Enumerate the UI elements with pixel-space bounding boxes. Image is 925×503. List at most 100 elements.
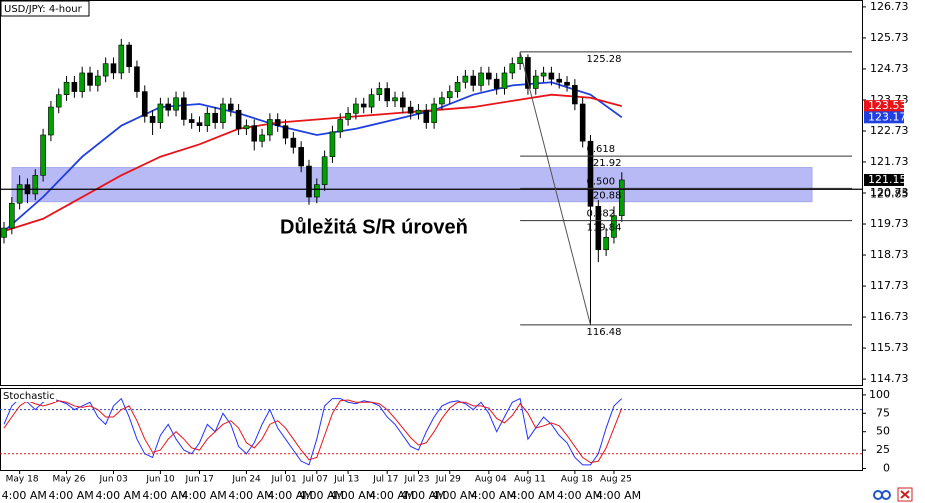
link-icon[interactable] xyxy=(881,490,891,500)
x-time-label: 4:00 AM xyxy=(330,489,375,502)
fib-value-label: 120.88 xyxy=(587,190,622,201)
candle-body xyxy=(274,119,281,126)
chart-title: USD/JPY: 4-hour xyxy=(4,4,83,15)
candle-body xyxy=(540,72,547,77)
y-tick-label: 117.73 xyxy=(870,279,909,292)
candle-body xyxy=(79,72,85,92)
candle-body xyxy=(454,81,461,92)
x-tick-label: May 26 xyxy=(53,475,86,485)
candle-body xyxy=(173,97,179,111)
candle-body xyxy=(532,75,539,89)
x-time-label: 4:00 AM xyxy=(142,489,187,502)
candle-body xyxy=(611,215,617,238)
stoch-tick-label: 50 xyxy=(876,425,890,438)
candle-body xyxy=(16,184,23,204)
candle-body xyxy=(329,131,336,158)
x-tick-label: Aug 25 xyxy=(600,475,632,485)
stoch-tick-label: 0 xyxy=(883,462,890,475)
link-icon[interactable] xyxy=(873,490,883,500)
candle-body xyxy=(384,88,390,102)
x-time-label: 4:00 AM xyxy=(400,489,445,502)
candle-body xyxy=(40,134,46,176)
candle-body xyxy=(134,66,140,92)
x-time-label: 4:00 AM xyxy=(369,489,414,502)
x-tick-label: Jul 13 xyxy=(333,475,359,485)
candle-body xyxy=(439,97,445,105)
candle-body xyxy=(48,106,54,136)
x-time-label: 4:00 AM xyxy=(557,489,602,502)
ma-value-label: 123.53 xyxy=(868,99,907,112)
stoch-tick-label: 75 xyxy=(876,406,890,419)
y-tick-label: 125.73 xyxy=(870,31,909,44)
candle-body xyxy=(165,103,172,111)
fib-value-label: 121.92 xyxy=(587,158,622,169)
x-tick-label: Jun 24 xyxy=(231,475,261,485)
y-tick-label: 122.73 xyxy=(870,124,909,137)
x-time-label: 4:00 AM xyxy=(2,489,47,502)
candle-body xyxy=(501,72,508,89)
x-time-label: 4:00 AM xyxy=(228,489,273,502)
stoch-title-box xyxy=(1,389,56,402)
candle-body xyxy=(313,184,320,198)
candle-body xyxy=(1,227,7,238)
price-label: 121.15 xyxy=(868,173,907,186)
candle-body xyxy=(618,179,625,216)
y-tick-label: 126.73 xyxy=(870,0,909,13)
candle-body xyxy=(55,94,62,108)
candle-body xyxy=(220,103,226,123)
fib-ratio-label: 0.618 xyxy=(587,144,616,155)
x-tick-label: Jul 17 xyxy=(372,475,398,485)
candle-body xyxy=(227,103,234,111)
fib-ratio-label: 0.382 xyxy=(587,209,616,220)
candle-body xyxy=(407,106,414,114)
candle-body xyxy=(212,112,218,123)
x-time-label: 4:00 AM xyxy=(596,489,641,502)
price-label-box xyxy=(864,173,904,186)
candle-body xyxy=(400,97,406,108)
fib-value-label: 119.84 xyxy=(587,223,622,234)
candle-body xyxy=(102,63,109,77)
candle-body xyxy=(306,165,312,198)
toolbar-icons xyxy=(873,487,913,502)
y-tick-label: 121.73 xyxy=(870,155,909,168)
x-tick-label: May 18 xyxy=(6,475,39,485)
candle-body xyxy=(353,103,359,114)
candle-body xyxy=(9,202,15,229)
stochastic-title: Stochastic xyxy=(3,391,55,402)
stoch-line xyxy=(3,397,623,466)
fib-value-label: 125.28 xyxy=(587,54,622,65)
candle-body xyxy=(149,116,156,123)
y-tick-label: 114.73 xyxy=(870,372,909,385)
candle-body xyxy=(141,91,148,117)
candle-body xyxy=(235,109,242,130)
fib-ratio-label: 0.500 xyxy=(587,176,616,187)
y-tick-label: 119.73 xyxy=(870,217,909,230)
y-tick-label: 115.73 xyxy=(870,341,909,354)
x-tick-label: Aug 11 xyxy=(514,475,546,485)
candle-body xyxy=(603,237,609,251)
candle-body xyxy=(204,112,211,126)
x-time-label: 4:00 AM xyxy=(95,489,140,502)
x-tick-label: Jun 03 xyxy=(98,475,127,485)
annotation: Důležitá S/R úroveň xyxy=(280,216,468,238)
x-time-label: 4:00 AM xyxy=(268,489,313,502)
candle-body xyxy=(87,72,93,86)
close-icon-x xyxy=(900,490,910,499)
x-tick-label: Jul 01 xyxy=(271,475,297,485)
x-tick-label: Jul 23 xyxy=(403,475,429,485)
candle-body xyxy=(243,125,250,130)
candle-body xyxy=(251,125,258,142)
candle-body xyxy=(431,103,437,123)
candle-body xyxy=(110,63,117,74)
candle-body xyxy=(181,97,187,120)
x-time-label: 4:00 AM xyxy=(49,489,94,502)
candle-body xyxy=(32,175,39,195)
candle-body xyxy=(360,103,367,108)
x-tick-label: Aug 18 xyxy=(561,475,593,485)
candle-body xyxy=(290,137,297,148)
candle-body xyxy=(579,103,586,142)
x-tick-label: Jul 29 xyxy=(435,475,461,485)
ma-value-label-box xyxy=(864,100,904,113)
